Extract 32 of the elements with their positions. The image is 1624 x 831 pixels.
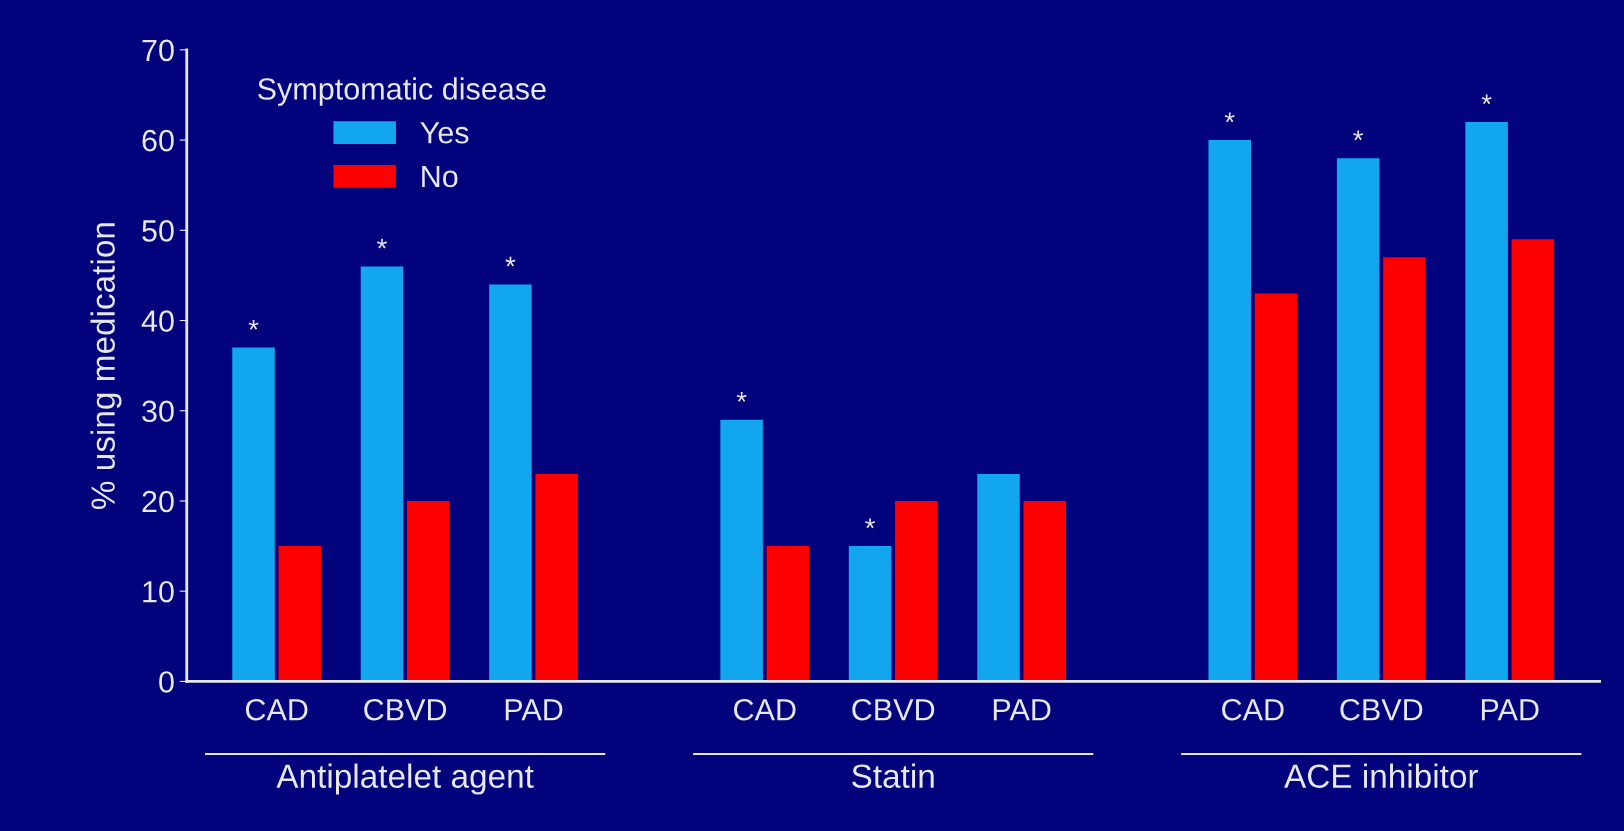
text: Statin xyxy=(852,763,934,789)
y-tick-label: 30 xyxy=(142,400,174,423)
y-tick-label: 0 xyxy=(159,671,174,693)
data-label: * xyxy=(865,518,876,529)
x-tick-label: CBVD xyxy=(852,698,935,721)
legend-label: No xyxy=(422,166,458,188)
y-tick-label: 40 xyxy=(141,310,174,332)
x-tick-label: CBVD xyxy=(364,698,447,721)
data-label: * xyxy=(1481,94,1492,105)
y-tick-label: 50 xyxy=(142,220,174,242)
data-label: * xyxy=(505,256,516,267)
x-tick-label: PAD xyxy=(505,699,563,721)
x-tick-label: CAD xyxy=(734,698,796,721)
data-label: * xyxy=(377,238,387,249)
text: Antiplatelet agent xyxy=(276,763,534,795)
data-label: * xyxy=(1224,112,1235,123)
y-axis-title: % using medication xyxy=(90,223,122,509)
data-label: * xyxy=(248,319,259,330)
legend-label: Yes xyxy=(420,122,469,144)
x-tick-label: CAD xyxy=(245,698,308,721)
x-tick-label: PAD xyxy=(1481,699,1539,721)
text: ACE inhibitor xyxy=(1284,763,1478,789)
data-label: * xyxy=(736,392,747,402)
legend-title: Symptomatic disease xyxy=(258,77,546,106)
data-label: * xyxy=(1353,130,1364,141)
x-tick-label: PAD xyxy=(993,699,1051,721)
y-tick-label: 10 xyxy=(143,580,174,603)
y-tick-label: 20 xyxy=(142,490,174,513)
y-tick-label: 60 xyxy=(142,129,174,152)
y-tick-label: 70 xyxy=(142,39,174,62)
x-tick-label: CBVD xyxy=(1340,698,1423,721)
x-tick-label: CAD xyxy=(1222,698,1284,721)
